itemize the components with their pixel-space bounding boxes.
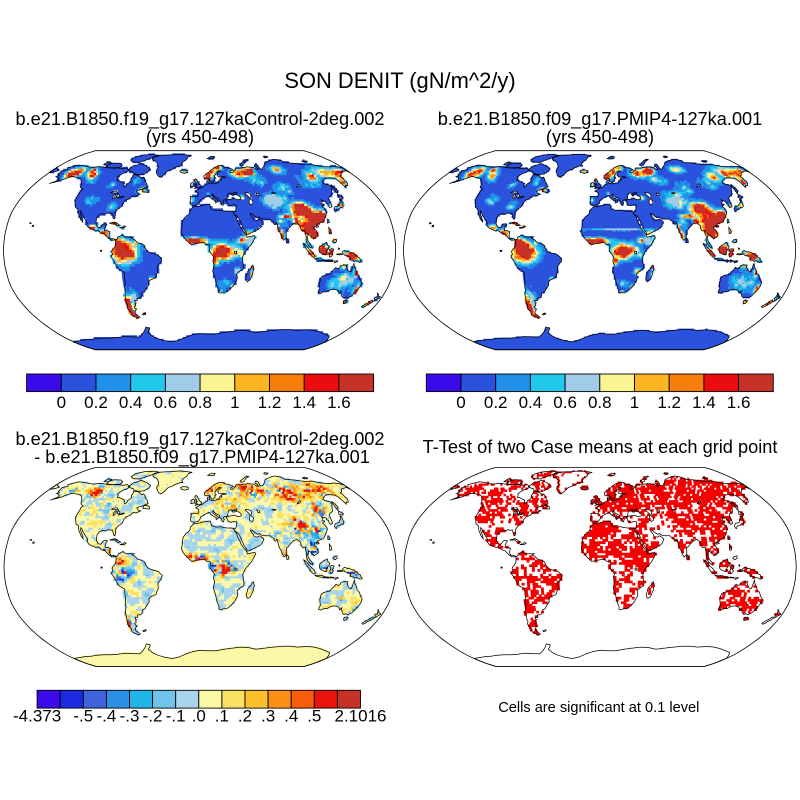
svg-text:SON DENIT (gN/m^2/y): SON DENIT (gN/m^2/y) — [284, 68, 515, 93]
svg-text:0.6: 0.6 — [154, 393, 178, 412]
svg-text:(yrs 450-498): (yrs 450-498) — [546, 127, 654, 147]
svg-text:0: 0 — [456, 393, 465, 412]
svg-text:.1: .1 — [215, 707, 229, 726]
svg-text:b.e21.B1850.f09_g17.PMIP4-127k: b.e21.B1850.f09_g17.PMIP4-127ka.001 — [438, 109, 763, 130]
svg-text:.3: .3 — [261, 707, 275, 726]
svg-text:0.6: 0.6 — [553, 393, 577, 412]
svg-text:-4.373: -4.373 — [13, 707, 61, 726]
svg-text:0: 0 — [57, 393, 66, 412]
svg-text:1: 1 — [630, 393, 639, 412]
svg-text:0.8: 0.8 — [588, 393, 612, 412]
svg-text:-.3: -.3 — [120, 707, 140, 726]
svg-text:T-Test of two Case means at ea: T-Test of two Case means at each grid po… — [423, 437, 778, 457]
svg-text:-.4: -.4 — [96, 707, 116, 726]
svg-text:1.2: 1.2 — [657, 393, 681, 412]
svg-text:Cells are significant at 0.1 l: Cells are significant at 0.1 level — [498, 700, 699, 716]
svg-text:1: 1 — [230, 393, 239, 412]
svg-text:0.8: 0.8 — [188, 393, 212, 412]
svg-text:0.4: 0.4 — [119, 393, 143, 412]
svg-text:-.5: -.5 — [73, 707, 93, 726]
svg-text:1.4: 1.4 — [692, 393, 716, 412]
svg-text:0.2: 0.2 — [484, 393, 508, 412]
svg-text:0.4: 0.4 — [519, 393, 543, 412]
svg-text:.0: .0 — [192, 707, 206, 726]
svg-text:-.1: -.1 — [166, 707, 186, 726]
svg-text:0.2: 0.2 — [84, 393, 108, 412]
svg-text:-.2: -.2 — [143, 707, 163, 726]
svg-text:2.1016: 2.1016 — [335, 707, 387, 726]
svg-text:b.e21.B1850.f19_g17.127kaContr: b.e21.B1850.f19_g17.127kaControl-2deg.00… — [15, 109, 384, 130]
svg-text:.2: .2 — [238, 707, 252, 726]
svg-text:.4: .4 — [284, 707, 298, 726]
svg-text:1.4: 1.4 — [292, 393, 316, 412]
svg-text:1.2: 1.2 — [258, 393, 282, 412]
svg-text:(yrs 450-498): (yrs 450-498) — [146, 127, 254, 147]
svg-text:.5: .5 — [307, 707, 321, 726]
svg-text:1.6: 1.6 — [727, 393, 751, 412]
svg-text:- b.e21.B1850.f09_g17.PMIP4-12: - b.e21.B1850.f09_g17.PMIP4-127ka.001 — [34, 447, 370, 468]
svg-text:b.e21.B1850.f19_g17.127kaContr: b.e21.B1850.f19_g17.127kaControl-2deg.00… — [15, 429, 384, 450]
svg-text:1.6: 1.6 — [327, 393, 351, 412]
